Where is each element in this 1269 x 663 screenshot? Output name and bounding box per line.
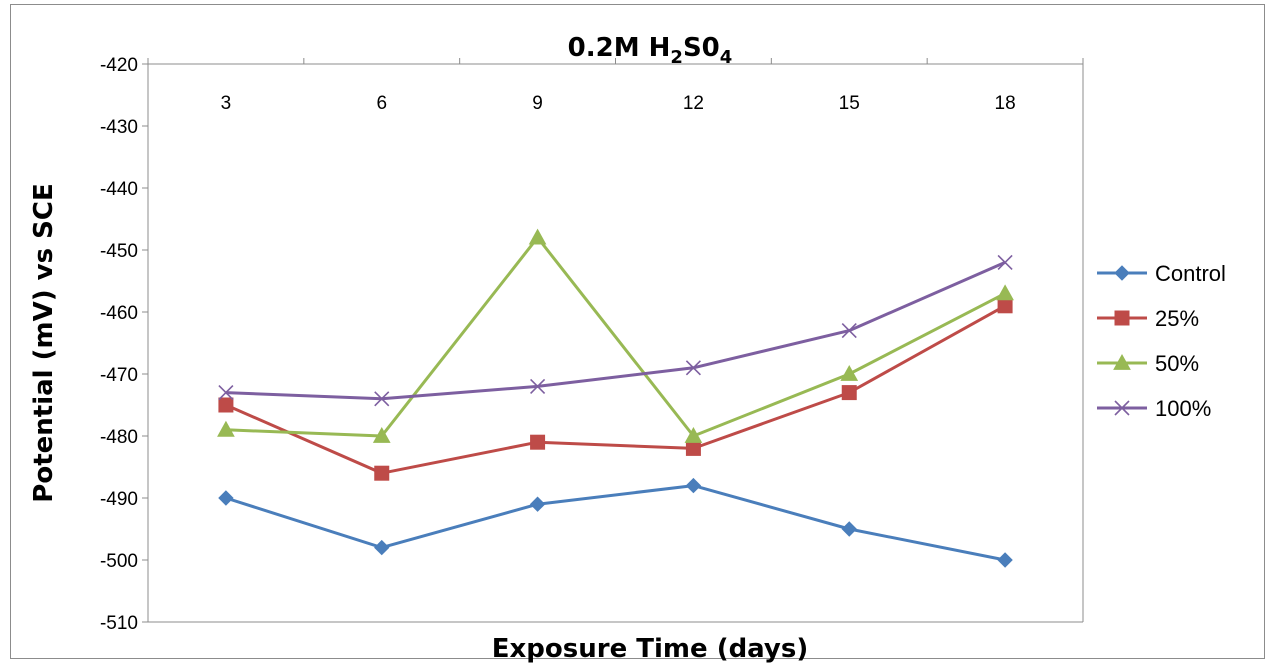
data-point	[529, 496, 546, 512]
legend-item-0: Control	[1097, 261, 1226, 286]
y-axis: -420 -430 -440 -450 -460 -470 -480 -490 -500 -510	[100, 55, 1084, 634]
data-point	[685, 440, 701, 456]
series-0	[218, 477, 1013, 568]
data-point	[997, 298, 1013, 314]
data-point	[374, 391, 390, 407]
y-tick-label: -440	[100, 179, 138, 200]
marker-stroke	[841, 323, 857, 339]
data-point	[530, 378, 546, 394]
data-point	[372, 426, 391, 443]
y-tick-label: -450	[100, 241, 138, 262]
y-tick-label: -510	[100, 613, 138, 634]
data-point	[997, 552, 1013, 568]
marker-stroke	[530, 378, 546, 394]
x-tick-label: 15	[839, 93, 860, 114]
x-axis: 3 6 9 12 15 18	[147, 58, 1084, 623]
legend-swatch-marker	[1114, 400, 1130, 416]
data-point	[841, 385, 857, 401]
legend-item-3: 100%	[1097, 396, 1211, 421]
data-point	[217, 420, 235, 437]
data-point	[374, 539, 390, 556]
data-point	[997, 254, 1013, 270]
legend-label: 50%	[1155, 351, 1199, 376]
data-point	[685, 360, 701, 376]
x-tick-label: 9	[532, 93, 543, 114]
legend: Control 25% 50% 100%	[1097, 261, 1226, 421]
legend-swatch-marker	[1114, 265, 1130, 281]
y-tick-label: -500	[100, 551, 138, 572]
x-tick-label: 18	[995, 93, 1016, 114]
data-point	[218, 385, 234, 401]
y-tick-label: -470	[100, 365, 138, 386]
marker-stroke	[997, 254, 1013, 270]
legend-item-2: 50%	[1097, 351, 1199, 376]
marker-stroke	[1114, 400, 1130, 416]
series-2	[217, 228, 1014, 443]
y-tick-label: -420	[100, 55, 138, 76]
marker-stroke	[374, 391, 390, 407]
y-tick-label: -490	[100, 489, 138, 510]
y-axis-title: Potential (mV) vs SCE	[29, 183, 59, 502]
series-line	[225, 261, 1006, 401]
legend-swatch-marker	[1113, 353, 1131, 370]
data-point	[218, 490, 234, 506]
y-tick-label: -460	[100, 303, 138, 324]
x-tick-label: 12	[683, 93, 704, 114]
data-point	[374, 465, 390, 481]
data-point	[840, 364, 859, 381]
data-point	[528, 228, 547, 245]
series-3	[218, 254, 1013, 407]
series-line	[225, 484, 1006, 562]
series-1	[218, 298, 1013, 481]
x-tick-label: 3	[221, 93, 232, 114]
y-tick-label: -480	[100, 427, 138, 448]
marker-stroke	[685, 360, 701, 376]
data-point	[996, 284, 1014, 301]
legend-item-1: 25%	[1097, 306, 1199, 331]
chart-frame	[10, 4, 1265, 659]
data-point	[218, 397, 234, 413]
legend-label: Control	[1155, 261, 1226, 286]
x-tick-label: 6	[376, 93, 387, 114]
y-tick-label: -430	[100, 117, 138, 138]
legend-swatch-marker	[1114, 310, 1130, 326]
data-point	[684, 426, 703, 443]
legend-label: 100%	[1155, 396, 1211, 421]
data-point	[841, 323, 857, 339]
series-line	[225, 304, 1006, 475]
chart-title: 0.2M H2S04	[568, 33, 733, 68]
legend-label: 25%	[1155, 306, 1199, 331]
data-point	[530, 434, 546, 450]
data-point	[841, 521, 857, 537]
x-axis-title: Exposure Time (days)	[492, 634, 808, 663]
series-lines	[217, 228, 1014, 568]
data-point	[685, 477, 702, 494]
marker-stroke	[218, 385, 234, 401]
series-line	[225, 236, 1006, 438]
